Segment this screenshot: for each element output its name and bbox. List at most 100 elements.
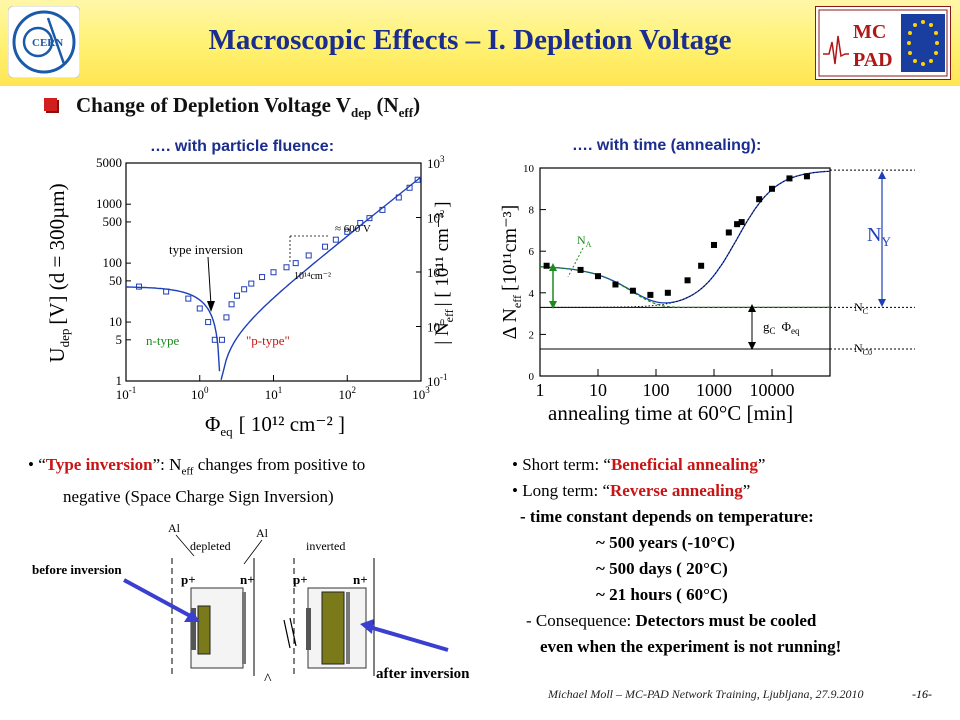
short-term-line: • Short term: “Beneficial annealing” bbox=[512, 452, 841, 478]
annealing-xlabel: annealing time at 60°C [min] bbox=[548, 401, 793, 425]
fluence-chart: 10-1 100 101 102 103 1 5 10 50 100 500 1000 5000 10-… bbox=[45, 155, 456, 439]
fluence-data-point bbox=[135, 283, 142, 290]
fluence-data-point bbox=[234, 292, 241, 299]
fluence-data-point bbox=[322, 243, 329, 250]
fluence-data-point bbox=[270, 269, 277, 276]
p-type-label: "p-type" bbox=[246, 333, 290, 348]
type-inversion-arrow bbox=[207, 256, 212, 306]
fluence-data-point bbox=[228, 301, 235, 308]
cern-logo-icon: CERN bbox=[8, 6, 80, 78]
after-arrowhead bbox=[360, 619, 374, 634]
fluence-y-tick-label: 10 bbox=[109, 314, 122, 329]
after-inversion-arrow bbox=[365, 624, 449, 652]
right-inverted-region bbox=[321, 591, 345, 665]
al-right-label: Al bbox=[256, 526, 269, 540]
beneficial-annealing-term: Beneficial annealing bbox=[610, 455, 758, 474]
fluence-data-point bbox=[211, 336, 218, 343]
short-prefix: • Short term: “ bbox=[512, 455, 611, 474]
fluence-y-tick-label: 50 bbox=[109, 273, 122, 288]
al-left-leader bbox=[175, 534, 195, 557]
na-arrowhead-bottom bbox=[549, 301, 557, 309]
fluence-y-tick-label: 5000 bbox=[96, 155, 122, 170]
n-plus-right-label: n+ bbox=[353, 572, 368, 587]
fluence-data-point bbox=[406, 184, 413, 191]
na-leader bbox=[567, 247, 584, 278]
ny-label: NY bbox=[867, 224, 891, 249]
annealing-data-point bbox=[725, 229, 732, 236]
page-title: Macroscopic Effects – I. Depletion Volta… bbox=[208, 24, 732, 56]
annealing-notes: • Short term: “Beneficial annealing” • L… bbox=[512, 452, 841, 660]
annealing-data-point bbox=[738, 219, 745, 226]
annealing-data-point bbox=[769, 185, 775, 192]
nc0-label: NC0 bbox=[854, 341, 872, 357]
right-n-plus-electrode bbox=[346, 592, 350, 664]
annealing-y-tick-label: 2 bbox=[529, 329, 535, 341]
note-quote-open: “ bbox=[38, 455, 46, 474]
subtitle-sub-eff: eff bbox=[398, 105, 414, 121]
section-subtitle: Change of Depletion Voltage Vdep (Neff) bbox=[76, 93, 420, 121]
fluence-fit-curve-ptype bbox=[220, 176, 422, 380]
fluence-data-point bbox=[163, 288, 170, 295]
annealing-data-point bbox=[734, 221, 741, 228]
annealing-data-point bbox=[664, 289, 671, 296]
subtitle-mid: (N bbox=[371, 93, 399, 117]
fluence-data-point bbox=[357, 219, 364, 226]
right-chart-caption: …. with time (annealing): bbox=[572, 137, 762, 154]
fluence-ylabel-right: | Neff| [ 10¹¹ cm⁻³ ] bbox=[432, 201, 456, 344]
annealing-x-tick-label: 1 bbox=[536, 380, 545, 400]
fluence-data-point bbox=[259, 274, 266, 281]
subtitle-sub-dep: dep bbox=[350, 105, 372, 121]
header-bar bbox=[0, 0, 960, 86]
fluence-right-tick-label: 102 bbox=[427, 209, 445, 226]
gc-arrowhead-bottom bbox=[748, 342, 756, 350]
annealing-data-point bbox=[629, 287, 636, 294]
fluence-x-tick-label: 102 bbox=[339, 385, 357, 402]
depleted-label: depleted bbox=[190, 539, 231, 553]
al-left-label: Al bbox=[168, 521, 181, 535]
ny-arrowhead-bottom bbox=[878, 299, 886, 307]
footer-credit: Michael Moll – MC-PAD Network Training, … bbox=[548, 687, 864, 701]
fluence-y-tick-label: 1000 bbox=[96, 196, 122, 211]
annealing-y-tick-label: 8 bbox=[529, 205, 535, 217]
fluence-x-tick-label: 100 bbox=[191, 385, 209, 402]
long-term-line: • Long term: “Reverse annealing” bbox=[512, 478, 841, 504]
long-prefix: • Long term: “ bbox=[512, 481, 611, 500]
fluence-data-point bbox=[241, 286, 248, 293]
fluence-data-point bbox=[223, 314, 230, 321]
v600-label: ≈ 600 V bbox=[335, 223, 371, 235]
left-chart-caption: …. with particle fluence: bbox=[150, 138, 335, 155]
inverted-label: inverted bbox=[306, 539, 345, 553]
separator-line-a bbox=[283, 619, 291, 649]
type-inversion-arrowhead bbox=[207, 301, 215, 312]
annealing-chart: 1 10 100 1000 10000 0 2 4 6 8 10 Δ Neff[10¹¹cm⁻³]… bbox=[499, 163, 915, 425]
note-neff-sub: eff bbox=[181, 465, 194, 478]
nc-label: NC bbox=[854, 300, 868, 316]
fluence-data-point bbox=[332, 236, 339, 243]
p-plus-right-label: p+ bbox=[293, 572, 308, 587]
before-arrowhead bbox=[184, 610, 200, 622]
na-label: NA bbox=[577, 233, 592, 249]
mcpad-logo-mc: MC bbox=[853, 21, 886, 43]
note-line2: negative (Space Charge Sign Inversion) bbox=[63, 487, 334, 507]
fluence-data-point bbox=[218, 336, 225, 343]
fluence-right-tick-label: 101 bbox=[427, 263, 445, 280]
fluence-xlabel: Φeq[ 10¹² cm⁻² ] bbox=[205, 412, 345, 439]
cern-logo-text: CERN bbox=[32, 37, 63, 49]
fluence-data-point bbox=[196, 305, 203, 312]
consequence-prefix: - Consequence: bbox=[526, 611, 636, 630]
note-line1-rest: changes from positive to bbox=[193, 455, 366, 474]
after-inversion-label: after inversion bbox=[376, 666, 470, 682]
type-inversion-term: Type inversion bbox=[45, 455, 153, 474]
time-constant-minus10: ~ 500 years (-10°C) bbox=[596, 533, 735, 552]
annealing-y-tick-label: 4 bbox=[529, 288, 535, 300]
time-constant-20: ~ 500 days ( 20°C) bbox=[596, 559, 728, 578]
fluence-data-point bbox=[185, 295, 192, 302]
subtitle-end: ) bbox=[413, 93, 421, 117]
al-right-leader bbox=[243, 539, 263, 565]
fluence-data-point bbox=[344, 228, 351, 235]
fluence-data-point bbox=[305, 252, 312, 259]
annealing-data-point bbox=[577, 266, 584, 273]
left-p-plus-electrode bbox=[191, 608, 196, 650]
page-number: -16- bbox=[912, 687, 932, 701]
subtitle-main: Change of Depletion Voltage V bbox=[76, 93, 351, 117]
